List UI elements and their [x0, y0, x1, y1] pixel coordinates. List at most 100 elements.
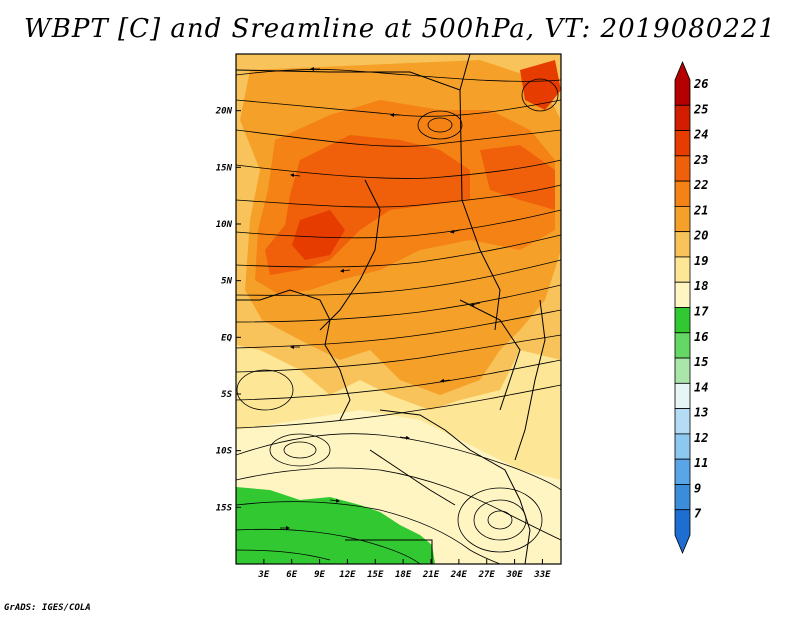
- colorbar-label: 18: [694, 279, 708, 293]
- colorbar-label: 20: [693, 229, 708, 243]
- streamline: [236, 334, 561, 373]
- streamline-arrow: [340, 268, 351, 273]
- vortex-ring: [457, 487, 543, 553]
- streamline-arrow: [440, 378, 451, 383]
- border-line: [369, 449, 456, 506]
- streamline-arrow: [329, 498, 340, 503]
- streamline: [236, 259, 561, 296]
- streamlines: [236, 69, 561, 564]
- latitude-axis: 20N 15N 10N 5N EQ 5S 10S 15S: [215, 107, 241, 513]
- colorbar-label: 21: [693, 203, 708, 217]
- colorbar-swatch: [674, 231, 691, 258]
- lat-tick-label: 10S: [216, 447, 233, 457]
- lat-tick-label: 15N: [216, 163, 233, 173]
- streamline: [236, 284, 561, 323]
- colorbar-swatch: [674, 357, 691, 384]
- colorbar-swatch: [674, 408, 691, 435]
- streamline: [236, 528, 421, 564]
- streamline: [236, 209, 561, 239]
- lon-tick-label: 24E: [450, 570, 468, 580]
- vortex-ring: [236, 369, 294, 411]
- border-line: [345, 539, 433, 564]
- colorbar-label: 11: [694, 456, 708, 470]
- lon-tick-label: 30E: [505, 570, 523, 580]
- streamline: [236, 467, 561, 541]
- streamline: [236, 234, 561, 268]
- vortex-ring: [283, 441, 317, 459]
- lon-tick-label: 9E: [314, 570, 325, 580]
- colorbar-swatch: [674, 130, 691, 157]
- lon-tick-label: 3E: [257, 570, 269, 580]
- colorbar-label: 9: [694, 481, 701, 495]
- border-line: [459, 299, 521, 411]
- colorbar-swatch: [674, 307, 691, 334]
- wbpt-region-24-north: [520, 60, 561, 110]
- lat-tick-label: 15S: [216, 503, 233, 513]
- streamline: [236, 184, 561, 208]
- streamline: [236, 129, 561, 147]
- colorbar-swatch: [674, 155, 691, 182]
- vortex-ring: [521, 78, 559, 112]
- colorbar: 26 25 24 23 22 21 20 19 18 17 16 15 14 13 12 11 9 7: [674, 60, 709, 555]
- streamline-arrow: [399, 435, 410, 440]
- colorbar-swatch: [674, 256, 691, 283]
- lon-tick-label: 27E: [478, 570, 496, 580]
- lon-tick-label: 33E: [533, 570, 551, 580]
- colorbar-swatch: [674, 509, 691, 555]
- border-line: [379, 409, 531, 564]
- streamline: [236, 501, 501, 564]
- map-title: WBPT [C] and Sreamline at 500hPa, VT: 20…: [24, 14, 776, 44]
- colorbar-label: 22: [693, 178, 708, 192]
- colorbar-label: 17: [694, 305, 709, 319]
- lon-tick-label: 12E: [339, 570, 356, 580]
- colorbar-label: 24: [693, 128, 708, 142]
- longitude-axis: 3E 6E 9E 12E 15E 18E 21E 24E 27E 30E 33E: [257, 559, 551, 580]
- wbpt-region-17-18: [236, 487, 435, 564]
- colorbar-label: 25: [693, 102, 708, 116]
- streamline: [236, 69, 561, 82]
- lon-tick-label: 15E: [367, 570, 384, 580]
- colorbar-label: 23: [693, 153, 708, 167]
- border-line: [236, 54, 471, 91]
- border-line: [319, 179, 381, 331]
- border-line: [514, 299, 546, 461]
- vortex-ring: [269, 433, 331, 467]
- colorbar-label: 13: [694, 406, 708, 420]
- colorbar-swatch: [674, 104, 691, 131]
- streamline-arrows: [280, 67, 481, 530]
- colorbar-label: 26: [693, 77, 708, 91]
- colorbar-swatch: [674, 433, 691, 460]
- lat-tick-label: 5N: [221, 277, 232, 287]
- streamline: [236, 549, 331, 561]
- wbpt-region-23-24-east: [480, 145, 555, 210]
- lat-tick-label: 10N: [216, 220, 233, 230]
- vortex-ring: [417, 110, 463, 140]
- colorbar-swatch: [674, 458, 691, 485]
- border-line: [459, 89, 501, 331]
- colorbar-swatch: [674, 484, 691, 511]
- colorbar-swatch: [674, 60, 691, 106]
- colorbar-swatch: [674, 332, 691, 359]
- colorbar-swatch: [674, 205, 691, 233]
- streamline-arrow: [470, 302, 481, 307]
- colorbar-label: 7: [694, 507, 702, 521]
- streamline-arrow: [450, 229, 461, 234]
- country-borders: [236, 54, 546, 564]
- lat-tick-label: EQ: [221, 333, 232, 343]
- colorbar-swatch: [674, 281, 691, 308]
- credit-label: GrADS: IGES/COLA: [4, 603, 91, 613]
- streamline: [236, 159, 561, 179]
- streamline: [236, 433, 561, 491]
- streamline: [236, 309, 561, 349]
- lat-tick-label: 20N: [215, 107, 233, 117]
- colorbar-label: 14: [694, 380, 708, 394]
- map-frame: [235, 53, 562, 565]
- colorbar-swatch: [674, 180, 691, 207]
- lat-tick-label: 5S: [221, 390, 232, 400]
- streamline: [236, 359, 561, 401]
- colorbar-label: 16: [694, 330, 708, 344]
- streamline: [236, 384, 561, 429]
- colorbar-swatch: [674, 382, 691, 410]
- vortex-ring: [487, 510, 513, 530]
